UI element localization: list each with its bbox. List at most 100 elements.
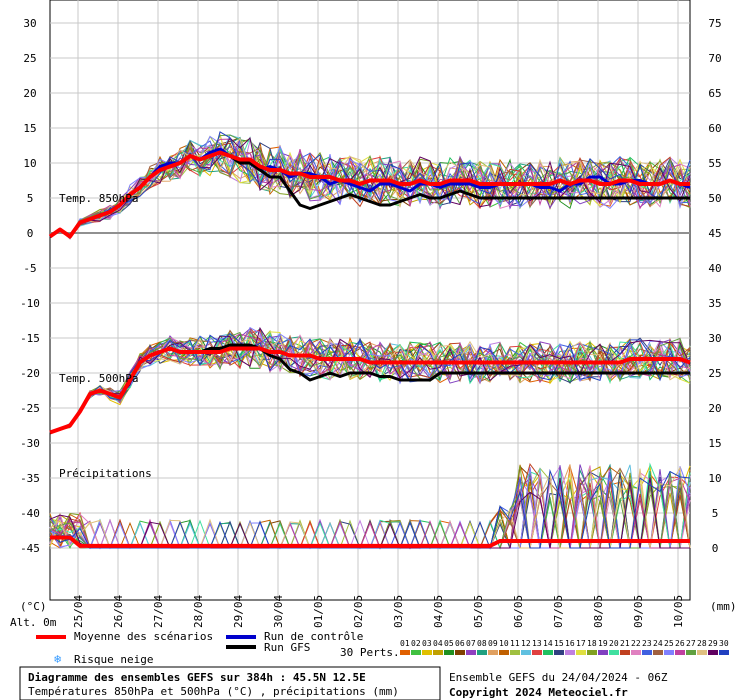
x-tick-label: 01/05 <box>312 595 325 628</box>
run-info: Ensemble GEFS du 24/04/2024 - 06Z <box>449 671 668 684</box>
right-tick-label: 10 <box>708 472 721 485</box>
pert-color-chip <box>400 650 410 655</box>
left-tick-label: -10 <box>20 297 40 310</box>
right-tick-label: 15 <box>708 437 721 450</box>
pert-id-label: 24 <box>653 639 663 648</box>
right-tick-label: 65 <box>708 87 721 100</box>
series-line-500hPa-3 <box>49 346 691 435</box>
plot-area <box>49 0 691 601</box>
pert-id-label: 09 <box>488 639 498 648</box>
t500-section-label: Temp. 500hPa <box>59 372 138 385</box>
main-series-lines <box>48 147 691 548</box>
left-tick-label: -20 <box>20 367 40 380</box>
x-tick-label: 26/04 <box>112 595 125 628</box>
series-line-850hPa-0 <box>48 150 690 239</box>
pert-id-label: 01 <box>400 639 410 648</box>
pert-id-label: 12 <box>521 639 531 648</box>
pert-id-label: 11 <box>510 639 520 648</box>
perturbation-legend: 01 02 03 04 05 06 07 08 09 10 11 12 13 14 15 16 17 18 19 20… <box>400 639 729 655</box>
left-tick-label: -35 <box>20 472 40 485</box>
pert-precip-line <box>49 468 691 550</box>
x-tick-label: 03/05 <box>392 595 405 628</box>
pert-color-chip <box>708 650 718 655</box>
pert-color-chip <box>466 650 476 655</box>
right-tick-label: 75 <box>708 17 721 30</box>
pert-id-label: 28 <box>697 639 707 648</box>
legend-mean-label: Moyenne des scénarios <box>74 630 213 643</box>
pert-id-label: 05 <box>444 639 454 648</box>
right-tick-label: 25 <box>708 367 721 380</box>
pert-500-line <box>49 333 691 433</box>
pert-color-chip <box>565 650 575 655</box>
pert-id-label: 26 <box>675 639 685 648</box>
x-tick-label: 27/04 <box>152 595 165 628</box>
mean-precip-line <box>50 535 690 548</box>
pert-id-label: 21 <box>620 639 630 648</box>
right-tick-label: 40 <box>708 262 721 275</box>
title-box <box>19 666 441 700</box>
pert-precip-line <box>49 475 691 550</box>
left-tick-label: -30 <box>20 437 40 450</box>
x-tick-label: 10/05 <box>672 595 685 628</box>
pert-id-label: 20 <box>609 639 619 648</box>
x-tick-label: 06/05 <box>512 595 525 628</box>
x-tick-label: 02/05 <box>352 595 365 628</box>
right-tick-label: 5 <box>712 507 719 520</box>
snow-icon: ❄ <box>54 652 61 666</box>
left-tick-label: 10 <box>23 157 36 170</box>
left-tick-label: -25 <box>20 402 40 415</box>
right-tick-label: 50 <box>708 192 721 205</box>
pert-color-chip <box>422 650 432 655</box>
left-tick-label: -40 <box>20 507 40 520</box>
x-tick-label: 09/05 <box>632 595 645 628</box>
pert-id-label: 29 <box>708 639 718 648</box>
x-tick-label: 05/05 <box>472 595 485 628</box>
pert-color-chip <box>664 650 674 655</box>
pert-color-chip <box>444 650 454 655</box>
pert-id-label: 17 <box>576 639 586 648</box>
right-tick-label: 0 <box>712 542 719 555</box>
pert-color-chip <box>631 650 641 655</box>
pert-id-label: 27 <box>686 639 696 648</box>
pert-color-chip <box>521 650 531 655</box>
left-tick-label: 0 <box>27 227 34 240</box>
left-tick-label: 25 <box>23 52 36 65</box>
pert-color-chip <box>455 650 465 655</box>
x-tick-label: 25/04 <box>72 595 85 628</box>
pert-color-chip <box>587 650 597 655</box>
pert-500-line <box>49 326 691 433</box>
right-unit-label: (mm) <box>710 600 737 613</box>
pert-color-chip <box>554 650 564 655</box>
pert-color-chip <box>675 650 685 655</box>
x-tick-label: 29/04 <box>232 595 245 628</box>
pert-color-chip <box>510 650 520 655</box>
t850-section-label: Temp. 850hPa <box>59 192 138 205</box>
left-tick-label: 15 <box>23 122 36 135</box>
left-tick-label: -45 <box>20 542 40 555</box>
pert-color-chip <box>576 650 586 655</box>
legend-gfs-label: Run GFS <box>264 641 310 654</box>
pert-color-chip <box>620 650 630 655</box>
pert-color-chip <box>477 650 487 655</box>
right-tick-label: 60 <box>708 122 721 135</box>
pert-color-chip <box>697 650 707 655</box>
x-tick-label: 08/05 <box>592 595 605 628</box>
x-tick-label: 04/05 <box>432 595 445 628</box>
pert-color-chip <box>499 650 509 655</box>
pert-id-label: 30 <box>719 639 729 648</box>
pert-id-label: 15 <box>554 639 564 648</box>
left-tick-label: 20 <box>23 87 36 100</box>
pert-color-chip <box>609 650 619 655</box>
legend-snow-label: Risque neige <box>74 653 153 666</box>
altitude-label: Alt. 0m <box>10 616 57 629</box>
pert-id-label: 23 <box>642 639 652 648</box>
pert-id-label: 10 <box>499 639 509 648</box>
left-unit-label: (°C) <box>20 600 47 613</box>
x-tick-label: 07/05 <box>552 595 565 628</box>
pert-color-chip <box>653 650 663 655</box>
left-tick-label: 30 <box>23 17 36 30</box>
legend-control-label: Run de contrôle <box>264 630 363 643</box>
right-tick-label: 45 <box>708 227 721 240</box>
right-tick-label: 55 <box>708 157 721 170</box>
